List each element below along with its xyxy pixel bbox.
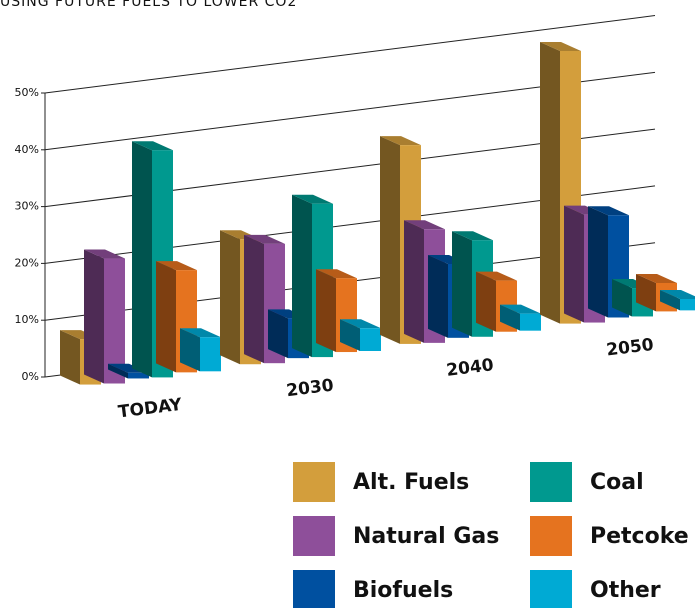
y-tick-label: 20% [15,256,39,269]
bar-top [404,220,445,230]
legend-swatch [293,570,335,608]
bar-side [564,205,584,323]
bar-top [380,136,421,146]
bar-side [660,289,680,311]
legend-swatch [530,516,572,556]
bar-front [104,258,125,384]
bar-front [680,298,695,311]
bar-side [292,194,312,358]
bar-top [636,274,677,284]
bar-side [500,304,520,331]
bar-side [268,309,288,359]
bar [340,319,381,351]
legend-swatch [530,462,572,502]
bar-front [360,328,381,351]
bar-side [380,136,400,344]
bar-top [316,269,357,279]
bar-top [84,249,125,259]
legend-label: Natural Gas [353,524,499,549]
legend-label: Coal [590,470,644,495]
bar-top [540,41,581,51]
legend-swatch [293,516,335,556]
bar-side [156,261,176,373]
bar-side [108,363,128,379]
bar-side [428,254,448,338]
legend-label: Alt. Fuels [353,470,469,495]
y-tick-label: 30% [15,200,39,213]
y-tick-label: 50% [15,86,39,99]
legend-label: Biofuels [353,578,453,603]
bar-top [132,141,173,151]
bar [500,304,541,331]
bar [660,289,695,311]
bar-side [612,279,632,317]
legend-label: Petcoke [590,524,689,549]
bar-front [128,372,149,379]
bar-side [244,234,264,364]
legend-label: Other [590,578,661,603]
bar [84,249,125,384]
bar-side [84,249,104,384]
bar-side [220,230,240,365]
x-tick-label: 2030 [285,376,335,402]
bar-side [540,41,560,324]
bar-side [476,271,496,332]
bar-front [520,313,541,331]
bar-top [340,319,381,329]
bar-front [200,337,221,372]
legend-swatch [530,570,572,608]
legend-swatch [293,462,335,502]
bar-top [588,206,629,216]
bar-top [244,234,285,244]
y-tick-label: 40% [15,143,39,156]
bar-side [340,319,360,351]
bar-side [452,231,472,337]
y-tick-label: 10% [15,313,39,326]
bar-side [60,330,80,385]
bar-top [660,289,695,299]
bar-top [180,328,221,338]
bar-top [500,304,541,314]
bar [180,328,221,372]
bar-top [292,194,333,204]
bar-top [156,261,197,271]
x-tick-label: TODAY [117,395,184,423]
bar-side [180,328,200,372]
x-tick-label: 2050 [605,335,655,361]
bar-side [636,274,656,312]
bar-top [476,271,517,281]
bar-top [452,231,493,241]
y-tick-label: 0% [22,370,39,383]
bar-side [404,220,424,343]
x-tick-label: 2040 [445,355,495,381]
grid-line [44,15,656,94]
chart-title: USING FUTURE FUELS TO LOWER CO2 [0,0,297,10]
bar-side [588,206,608,318]
bar-side [132,141,152,378]
bar-side [316,269,336,353]
